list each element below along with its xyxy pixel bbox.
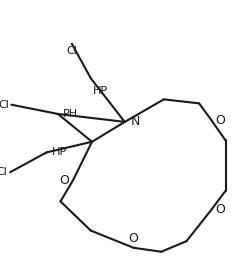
Text: HP: HP [52, 147, 67, 157]
Text: Cl: Cl [0, 167, 8, 177]
Text: O: O [59, 174, 69, 187]
Text: O: O [215, 203, 225, 216]
Text: O: O [215, 114, 225, 127]
Text: HP: HP [93, 86, 108, 96]
Text: Cl: Cl [0, 100, 9, 110]
Text: PH: PH [63, 109, 78, 119]
Text: O: O [129, 232, 139, 245]
Text: N: N [131, 115, 140, 129]
Text: Cl: Cl [66, 46, 77, 56]
